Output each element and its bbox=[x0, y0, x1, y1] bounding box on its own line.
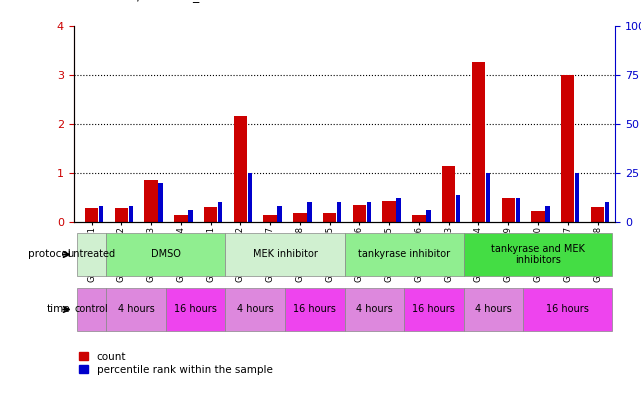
Bar bbox=[561, 75, 574, 222]
FancyBboxPatch shape bbox=[345, 233, 463, 276]
Text: MEK inhibitor: MEK inhibitor bbox=[253, 250, 317, 259]
FancyBboxPatch shape bbox=[463, 288, 523, 331]
Text: untreated: untreated bbox=[67, 250, 115, 259]
Bar bbox=[323, 213, 337, 222]
Bar bbox=[515, 198, 520, 222]
Bar bbox=[383, 201, 396, 222]
Bar bbox=[412, 215, 426, 222]
Bar bbox=[456, 195, 460, 222]
Text: 4 hours: 4 hours bbox=[237, 305, 274, 314]
Bar bbox=[486, 173, 490, 222]
Text: time: time bbox=[47, 305, 71, 314]
Bar bbox=[115, 208, 128, 222]
Bar bbox=[442, 165, 455, 222]
FancyBboxPatch shape bbox=[523, 288, 612, 331]
Text: 4 hours: 4 hours bbox=[475, 305, 512, 314]
Bar bbox=[129, 206, 133, 222]
Bar bbox=[278, 206, 282, 222]
Bar bbox=[234, 116, 247, 222]
Text: 16 hours: 16 hours bbox=[174, 305, 217, 314]
Bar bbox=[367, 202, 371, 222]
Bar bbox=[353, 205, 366, 222]
FancyBboxPatch shape bbox=[285, 288, 345, 331]
Bar bbox=[158, 183, 163, 222]
Bar bbox=[144, 180, 158, 222]
Bar bbox=[501, 198, 515, 222]
Text: 4 hours: 4 hours bbox=[118, 305, 154, 314]
Text: GDS5029 / 237828_at: GDS5029 / 237828_at bbox=[74, 0, 212, 2]
Bar bbox=[247, 173, 252, 222]
Legend: count, percentile rank within the sample: count, percentile rank within the sample bbox=[79, 352, 272, 375]
Text: 16 hours: 16 hours bbox=[546, 305, 589, 314]
Text: 4 hours: 4 hours bbox=[356, 305, 393, 314]
Bar bbox=[397, 198, 401, 222]
Bar bbox=[174, 215, 188, 222]
FancyBboxPatch shape bbox=[226, 233, 345, 276]
Bar bbox=[591, 207, 604, 222]
FancyBboxPatch shape bbox=[166, 288, 226, 331]
Bar bbox=[293, 213, 306, 222]
FancyBboxPatch shape bbox=[106, 233, 226, 276]
Bar bbox=[263, 215, 277, 222]
FancyBboxPatch shape bbox=[226, 288, 285, 331]
Text: tankyrase and MEK
inhibitors: tankyrase and MEK inhibitors bbox=[491, 244, 585, 265]
FancyBboxPatch shape bbox=[404, 288, 463, 331]
Text: control: control bbox=[75, 305, 108, 314]
FancyBboxPatch shape bbox=[106, 288, 166, 331]
Bar bbox=[531, 211, 545, 222]
Bar bbox=[218, 202, 222, 222]
FancyBboxPatch shape bbox=[77, 288, 106, 331]
Bar bbox=[99, 206, 103, 222]
Bar bbox=[307, 202, 312, 222]
Text: protocol: protocol bbox=[28, 250, 71, 259]
Text: 16 hours: 16 hours bbox=[412, 305, 455, 314]
Bar bbox=[188, 210, 192, 222]
Bar bbox=[545, 206, 550, 222]
Text: tankyrase inhibitor: tankyrase inhibitor bbox=[358, 250, 450, 259]
Bar bbox=[337, 202, 342, 222]
Bar bbox=[605, 202, 609, 222]
Bar bbox=[472, 62, 485, 222]
Bar bbox=[575, 173, 579, 222]
FancyBboxPatch shape bbox=[77, 233, 106, 276]
Bar bbox=[85, 208, 98, 222]
Bar bbox=[204, 207, 217, 222]
FancyBboxPatch shape bbox=[463, 233, 612, 276]
FancyBboxPatch shape bbox=[345, 288, 404, 331]
Text: 16 hours: 16 hours bbox=[294, 305, 337, 314]
Text: DMSO: DMSO bbox=[151, 250, 181, 259]
Bar bbox=[426, 210, 431, 222]
